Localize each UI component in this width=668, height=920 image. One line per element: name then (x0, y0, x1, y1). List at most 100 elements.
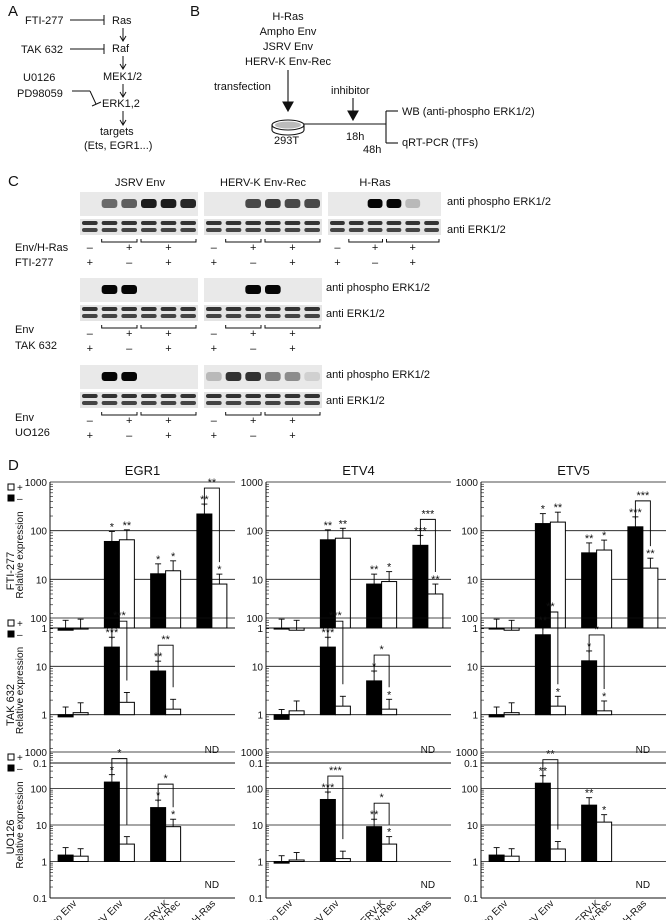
tick-label: 10 (252, 821, 264, 832)
blot-band (206, 394, 222, 398)
bar-plus (381, 708, 398, 716)
bar-plus (334, 858, 351, 862)
blot-band (348, 228, 364, 232)
blot-total-hras-1 (328, 219, 441, 235)
blot-band (367, 221, 383, 225)
blot-band (82, 307, 98, 311)
significance-bracket (327, 775, 344, 840)
significance-star: ** (646, 548, 655, 560)
blot-band (225, 401, 242, 405)
bar-plus (334, 705, 351, 716)
blot-band (141, 394, 157, 398)
bar-minus (627, 526, 644, 629)
bar-minus (488, 854, 505, 863)
readout-qpcr: qRT-PCR (TFs) (402, 137, 478, 149)
blot-band (160, 221, 177, 225)
lane-bracket (386, 239, 440, 243)
tick-label: 10 (252, 662, 264, 673)
significance-bracket (542, 759, 559, 830)
blot-band (101, 285, 118, 294)
sign-condition: + (289, 242, 295, 254)
blot-band (121, 394, 137, 398)
tick-label: 1000 (456, 748, 479, 759)
chart-title: ETV5 (557, 463, 590, 478)
blot-phospho-jsrv-3 (80, 365, 198, 389)
bar-plus (118, 843, 135, 863)
row-label-uo126: UO126 (5, 820, 17, 855)
bar-minus (534, 634, 551, 716)
blot-membrane (80, 365, 198, 389)
sign-condition: + (250, 415, 256, 427)
significance-star: * (602, 805, 607, 817)
lane-bracket (140, 239, 197, 243)
blot-band (284, 199, 301, 208)
blot-band (101, 228, 118, 232)
tick-label: 1 (41, 858, 47, 869)
blot-band (160, 314, 177, 318)
bracket-star: *** (329, 765, 343, 777)
legend-plus-label: + (17, 483, 23, 494)
blot-band (121, 372, 137, 381)
sign-inhibitor: + (165, 257, 171, 269)
sign-inhibitor: + (165, 343, 171, 355)
sign-condition: + (250, 328, 256, 340)
blot-band (265, 221, 281, 225)
tick-label: 100 (30, 614, 47, 625)
blot-band (180, 221, 196, 225)
blot-band (141, 314, 157, 318)
blot-header-hervk: HERV-K Env-Rec (220, 177, 306, 189)
row-label-fti277: FTI-277 (5, 552, 17, 591)
blot-band (245, 314, 261, 318)
lane-bracket (225, 412, 262, 416)
significance-star: ** (123, 520, 132, 532)
tick-label: 1 (257, 711, 263, 722)
blot-band (141, 401, 157, 405)
blot-membrane (204, 305, 322, 321)
blot-band (284, 372, 301, 381)
blot-band (304, 307, 320, 311)
sign-condition: – (87, 242, 94, 254)
inhibitor-u0126: U0126 (23, 72, 55, 84)
blot-band (284, 401, 301, 405)
blot-band (141, 228, 157, 232)
tick-label: 10 (467, 662, 479, 673)
significance-star: * (602, 691, 607, 703)
blot-band (180, 307, 196, 311)
significance-bracket (542, 611, 559, 685)
tick-label: 0.1 (33, 894, 47, 905)
category-label: JSRV Env (302, 898, 342, 920)
bar-minus (534, 782, 551, 862)
significance-star: * (602, 530, 607, 542)
bar-minus (196, 513, 213, 629)
tick-label: 1000 (456, 478, 479, 489)
bar-minus (103, 781, 120, 863)
blot-band (82, 314, 98, 318)
bar-minus (57, 854, 74, 863)
blot-band (121, 285, 137, 294)
sign-inhibitor: + (410, 257, 416, 269)
blot-membrane (204, 192, 322, 216)
blot-phospho-hervk-3 (204, 365, 322, 389)
blot-band (121, 401, 137, 405)
bar-minus (581, 552, 598, 629)
sign-inhibitor: + (211, 343, 217, 355)
tick-label: 100 (246, 785, 263, 796)
significance-star: ** (431, 574, 440, 586)
bar-plus (165, 826, 182, 863)
legend-plus-swatch (7, 619, 15, 627)
blot-band (206, 401, 222, 405)
chart-title: EGR1 (125, 463, 160, 478)
label-phospho-2: anti phospho ERK1/2 (326, 282, 430, 294)
blot-band (265, 372, 281, 381)
significance-bracket (157, 644, 174, 688)
blot-band (304, 221, 320, 225)
bar-minus (581, 660, 598, 716)
blot-total-hervk-1 (204, 219, 322, 235)
blot-band (265, 314, 281, 318)
bar-plus (549, 848, 566, 863)
blot-band (265, 285, 281, 294)
bar-minus (150, 573, 167, 629)
blot-band (121, 314, 137, 318)
blot-band (101, 307, 118, 311)
